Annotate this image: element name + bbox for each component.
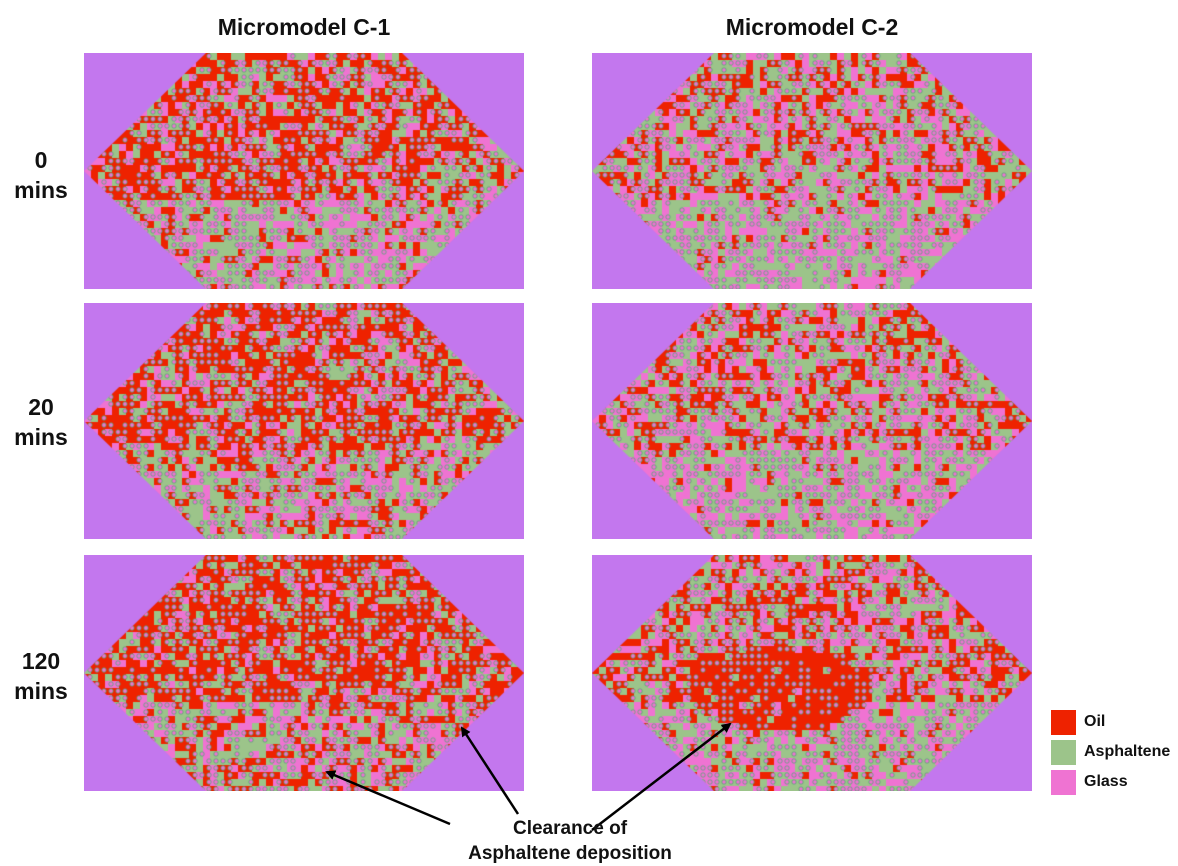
legend-item-asphaltene: Asphaltene [1051, 737, 1170, 767]
row-label-20-mins: 20 mins [0, 392, 82, 452]
micromodel-c2-120-mins-image [592, 555, 1032, 791]
micromodel-c1-0-mins-image [84, 53, 524, 289]
row-label-value: 120 [21, 648, 61, 674]
micromodel-c1-120-mins-image [84, 555, 524, 791]
micromodel-c2-20-mins-image [592, 303, 1032, 539]
annotation-line-1: Clearance of [512, 818, 628, 839]
legend-label-glass: Glass [1084, 773, 1128, 790]
legend-item-oil: Oil [1051, 707, 1170, 737]
annotation-text: Clearance of Asphaltene deposition [420, 816, 720, 866]
row-label-value: 20 [28, 394, 54, 420]
column-title-c1: Micromodel C-1 [217, 14, 391, 40]
row-label-value: 0 [34, 147, 48, 173]
row-label-unit: mins [14, 177, 68, 203]
legend-label-asphaltene: Asphaltene [1084, 743, 1171, 760]
row-label-0-mins: 0 mins [0, 145, 82, 205]
legend-swatch-asphaltene [1051, 739, 1076, 765]
legend-swatch-oil [1051, 709, 1076, 735]
row-label-120-mins: 120 mins [0, 646, 82, 706]
micromodel-c2-0-mins-image [592, 53, 1032, 289]
legend: Oil Asphaltene Glass [1051, 707, 1170, 797]
row-label-unit: mins [14, 678, 68, 704]
legend-swatch-glass [1051, 769, 1076, 795]
micromodel-c1-20-mins-image [84, 303, 524, 539]
row-label-unit: mins [14, 424, 68, 450]
legend-label-oil: Oil [1084, 713, 1106, 730]
annotation-line-2: Asphaltene deposition [468, 843, 672, 864]
legend-item-glass: Glass [1051, 767, 1170, 797]
column-title-c2: Micromodel C-2 [725, 14, 899, 40]
